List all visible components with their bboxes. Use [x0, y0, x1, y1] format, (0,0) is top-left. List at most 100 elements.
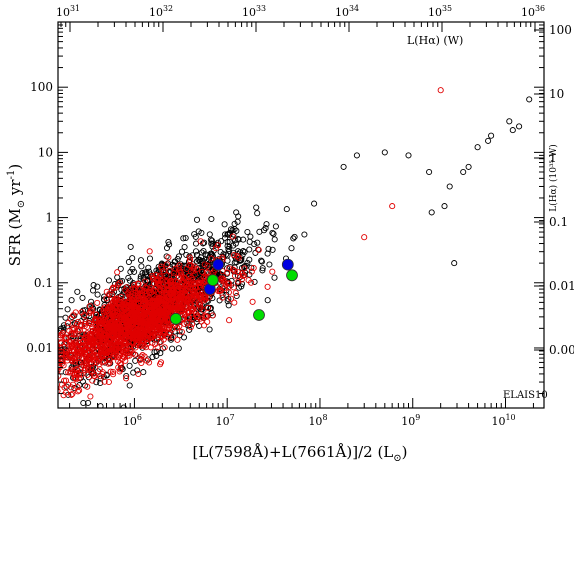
data-point-1 [181, 320, 188, 327]
right-tick-label: 0.1 [549, 215, 568, 229]
data-point-0 [201, 239, 208, 246]
data-point-0 [246, 256, 253, 263]
data-point-1 [132, 336, 139, 343]
data-point-1 [87, 349, 94, 356]
data-point-0 [36, 368, 41, 373]
data-point-0 [192, 240, 200, 247]
data-point-1 [163, 289, 170, 296]
x-tick-label: 1010 [491, 413, 515, 428]
x-tick-label: 108 [308, 413, 327, 428]
data-point-1 [146, 306, 153, 313]
data-point-1 [134, 291, 142, 298]
data-point-1 [161, 344, 168, 351]
data-point-1 [238, 270, 246, 277]
data-point-0 [178, 248, 186, 255]
data-point-1 [145, 302, 152, 309]
data-point-0 [193, 216, 201, 223]
data-point-1 [114, 281, 121, 288]
data-point-1 [67, 369, 74, 376]
data-point-1 [143, 293, 150, 300]
data-point-1 [146, 248, 153, 255]
data-point-1 [44, 393, 49, 398]
data-point-1 [178, 285, 186, 292]
data-point-1 [149, 332, 156, 339]
data-point-1 [178, 296, 185, 304]
data-point-0 [283, 206, 290, 213]
data-point-1 [64, 320, 72, 327]
data-point-1 [175, 264, 182, 271]
data-point-0 [44, 358, 49, 363]
data-point-1 [81, 365, 88, 372]
data-point-1 [92, 311, 100, 318]
data-point-1 [123, 375, 130, 382]
data-point-1 [158, 309, 165, 316]
data-point-0 [94, 291, 101, 298]
data-point-0 [246, 238, 253, 245]
x-axis-label: [L(7598Å)+L(7661Å)]/2 (L⊙) [192, 443, 407, 464]
data-point-1 [109, 304, 116, 311]
data-point-1 [141, 309, 148, 316]
data-point-1 [208, 255, 215, 262]
data-point-1 [82, 318, 89, 325]
data-point-1 [15, 380, 20, 385]
data-point-0 [41, 398, 46, 403]
data-point-1 [216, 287, 223, 294]
data-point-0 [117, 265, 124, 272]
data-point-1 [181, 311, 188, 318]
data-point-0 [233, 209, 240, 216]
highlight-point-2 [212, 258, 225, 271]
data-point-1 [78, 309, 85, 316]
data-point-1 [34, 368, 39, 373]
data-point-1 [45, 325, 50, 330]
data-point-1 [154, 304, 162, 311]
data-point-1 [189, 276, 196, 283]
data-point-1 [82, 347, 89, 354]
data-point-0 [43, 361, 48, 366]
data-point-1 [239, 272, 246, 280]
data-point-1 [110, 314, 117, 321]
data-point-1 [90, 370, 98, 377]
data-point-1 [89, 344, 96, 351]
data-point-1 [131, 298, 138, 305]
data-point-0 [37, 374, 42, 379]
data-point-1 [48, 389, 53, 394]
data-point-1 [141, 310, 149, 317]
data-point-0 [144, 278, 151, 285]
data-point-1 [149, 339, 156, 346]
data-point-1 [37, 368, 42, 373]
data-point-1 [68, 391, 75, 398]
data-point-0 [353, 152, 360, 159]
y-tick-label: 0.1 [34, 276, 53, 290]
right-axis-label: L(Hα) (10³⁵ W) [548, 144, 559, 212]
data-point-0 [226, 238, 233, 245]
data-point-1 [23, 364, 28, 369]
data-point-0 [190, 274, 198, 282]
data-point-0 [138, 263, 145, 270]
data-point-0 [253, 204, 260, 211]
data-point-1 [48, 376, 53, 381]
data-point-1 [97, 355, 104, 362]
data-point-0 [222, 231, 229, 238]
data-point-1 [149, 298, 156, 305]
data-point-1 [88, 364, 95, 371]
right-tick-label: 0.001 [549, 343, 574, 357]
data-point-1 [226, 280, 233, 287]
data-point-1 [142, 344, 149, 351]
data-point-0 [88, 298, 95, 305]
data-point-0 [441, 203, 448, 210]
data-point-0 [146, 255, 154, 262]
data-point-1 [118, 311, 125, 318]
data-point-1 [131, 351, 138, 358]
data-point-0 [446, 183, 453, 190]
data-point-0 [96, 306, 103, 313]
data-point-0 [246, 246, 253, 253]
data-point-1 [75, 371, 82, 378]
data-point-1 [186, 262, 193, 269]
data-point-0 [206, 326, 213, 333]
data-point-0 [19, 371, 24, 376]
data-point-0 [125, 274, 132, 281]
data-point-1 [131, 282, 138, 289]
data-point-1 [139, 351, 146, 359]
data-point-1 [175, 274, 182, 281]
